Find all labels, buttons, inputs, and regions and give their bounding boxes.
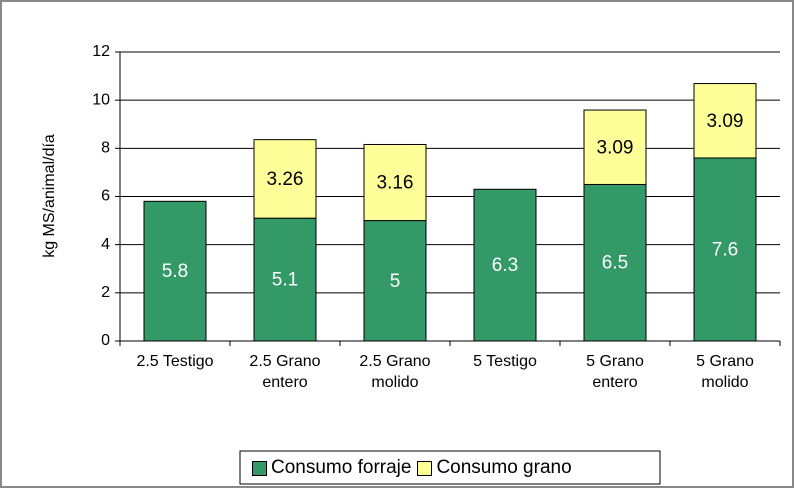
data-label: 5.8 [162, 261, 188, 282]
y-tick-label: 10 [92, 91, 110, 108]
y-tick-label: 0 [101, 332, 110, 349]
data-label: 3.09 [707, 111, 744, 132]
data-label: 5.1 [272, 270, 298, 291]
y-tick-label: 2 [101, 284, 110, 301]
y-tick-label: 8 [101, 140, 110, 157]
data-label: 3.16 [377, 173, 414, 194]
bar-segment [363, 220, 427, 342]
legend: Consumo forraje Consumo grano [246, 456, 572, 480]
legend-swatch [417, 460, 433, 476]
data-label: 3.09 [597, 137, 634, 158]
bar-segment [363, 143, 427, 222]
bar-segment [693, 83, 757, 159]
x-tick-label: 5 Grano molido [696, 353, 754, 391]
bar-segment [253, 139, 317, 219]
y-tick-label: 12 [92, 43, 110, 60]
data-label: 3.26 [267, 169, 304, 190]
x-tick-label: 5 Grano entero [586, 353, 644, 391]
data-label: 5 [390, 271, 401, 292]
bar-segment [583, 109, 647, 185]
y-tick-label: 4 [101, 236, 110, 253]
x-tick-label: 2.5 Grano entero [249, 353, 321, 391]
data-label: 7.6 [712, 239, 738, 260]
bar-segment [473, 188, 537, 342]
legend-label: Consumo forraje [271, 457, 412, 478]
legend-box [239, 450, 661, 485]
bar-segment [253, 217, 317, 342]
y-axis-label: kg MS/animal/día [41, 134, 58, 258]
legend-label: Consumo grano [436, 457, 572, 478]
x-tick-label: 2.5 Grano molido [359, 353, 431, 391]
y-tick-label: 6 [101, 188, 110, 205]
bar-segment [693, 157, 757, 342]
x-tick-label: 2.5 Testigo [136, 353, 214, 370]
legend-swatch [252, 460, 267, 476]
x-tick-label: 5 Testigo [473, 353, 537, 370]
data-label: 6.5 [602, 253, 628, 274]
data-label: 6.3 [492, 255, 518, 276]
